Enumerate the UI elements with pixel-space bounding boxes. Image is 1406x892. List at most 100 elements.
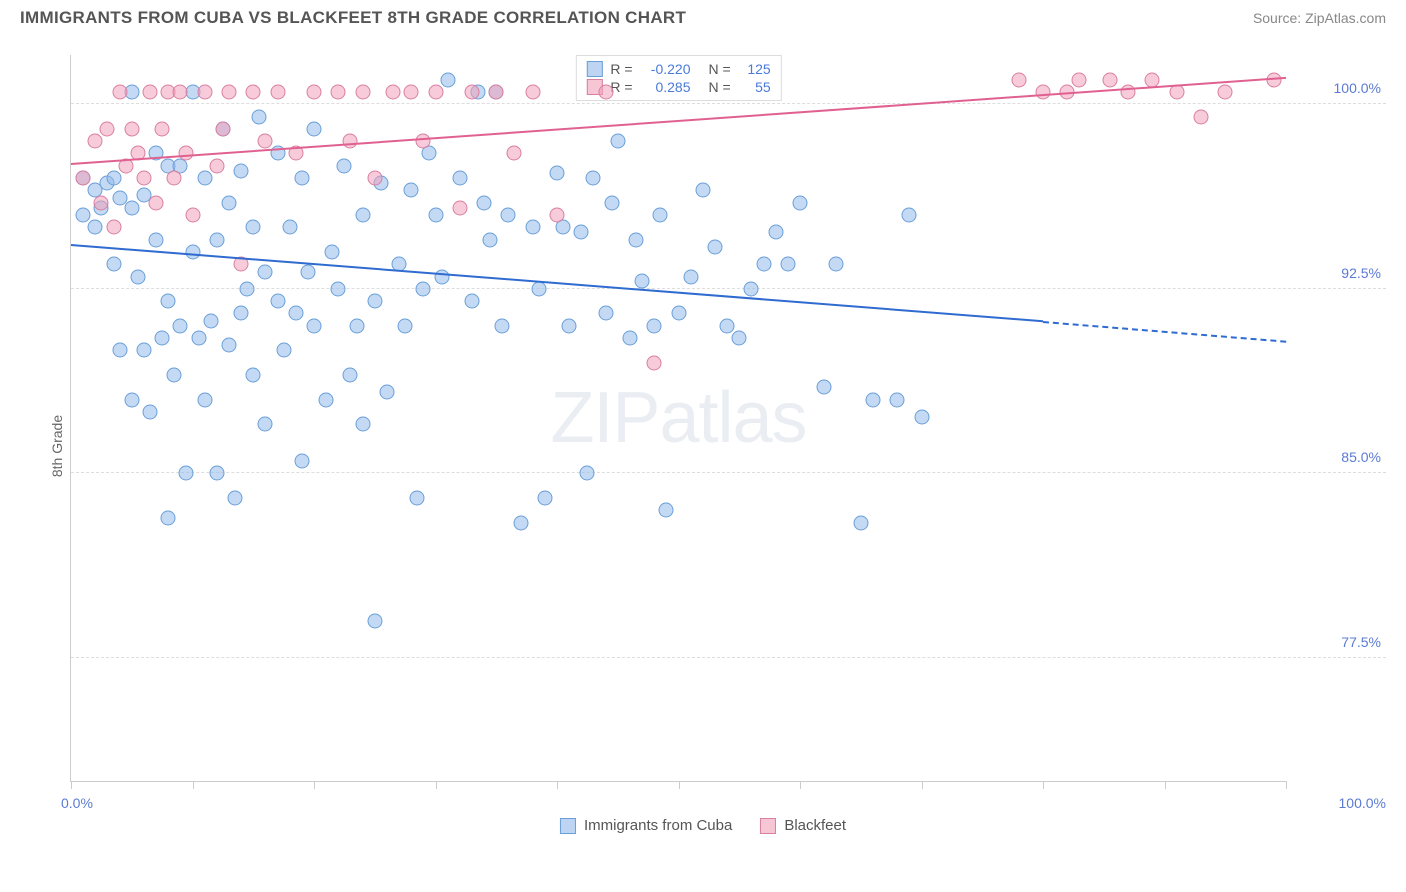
scatter-point [531, 281, 546, 296]
scatter-point [768, 225, 783, 240]
legend-swatch [560, 818, 576, 834]
scatter-point [276, 343, 291, 358]
scatter-point [258, 264, 273, 279]
scatter-point [732, 331, 747, 346]
scatter-point [902, 207, 917, 222]
scatter-point [288, 306, 303, 321]
scatter-point [586, 171, 601, 186]
stats-r-value: -0.220 [641, 61, 691, 77]
scatter-point [367, 171, 382, 186]
scatter-point [234, 163, 249, 178]
stats-r-value: 0.285 [641, 79, 691, 95]
scatter-point [307, 84, 322, 99]
scatter-point [161, 294, 176, 309]
stats-n-value: 125 [739, 61, 771, 77]
scatter-point [537, 490, 552, 505]
scatter-point [355, 417, 370, 432]
scatter-point [434, 269, 449, 284]
stats-n-label: N = [709, 79, 731, 95]
legend-item: Blackfeet [760, 817, 846, 834]
scatter-point [300, 264, 315, 279]
scatter-point [1145, 72, 1160, 87]
scatter-point [647, 355, 662, 370]
stats-n-value: 55 [739, 79, 771, 95]
x-tick [800, 781, 801, 789]
scatter-point [452, 200, 467, 215]
x-tick [193, 781, 194, 789]
gridline [71, 657, 1386, 658]
x-tick [922, 781, 923, 789]
scatter-point [653, 207, 668, 222]
scatter-point [562, 318, 577, 333]
scatter-point [149, 232, 164, 247]
x-tick [679, 781, 680, 789]
scatter-point [106, 171, 121, 186]
x-tick [557, 781, 558, 789]
scatter-point [270, 294, 285, 309]
scatter-point [404, 84, 419, 99]
scatter-point [307, 318, 322, 333]
scatter-point [221, 195, 236, 210]
scatter-point [252, 109, 267, 124]
stats-n-label: N = [709, 61, 731, 77]
scatter-point [258, 134, 273, 149]
scatter-point [829, 257, 844, 272]
scatter-point [136, 171, 151, 186]
scatter-point [525, 84, 540, 99]
scatter-point [410, 490, 425, 505]
stats-r-label: R = [610, 79, 632, 95]
scatter-point [604, 195, 619, 210]
scatter-point [124, 392, 139, 407]
scatter-point [142, 404, 157, 419]
scatter-point [628, 232, 643, 247]
scatter-point [185, 244, 200, 259]
scatter-point [124, 121, 139, 136]
trend-line-extrapolated [1043, 321, 1286, 343]
scatter-point [112, 84, 127, 99]
scatter-point [88, 134, 103, 149]
scatter-point [495, 318, 510, 333]
scatter-point [404, 183, 419, 198]
scatter-point [294, 171, 309, 186]
scatter-point [94, 195, 109, 210]
scatter-point [598, 306, 613, 321]
scatter-point [744, 281, 759, 296]
scatter-point [197, 84, 212, 99]
scatter-point [793, 195, 808, 210]
scatter-point [683, 269, 698, 284]
scatter-point [197, 392, 212, 407]
scatter-point [355, 84, 370, 99]
scatter-point [890, 392, 905, 407]
scatter-point [100, 121, 115, 136]
y-tick-label: 100.0% [1334, 80, 1381, 96]
scatter-point [331, 281, 346, 296]
scatter-point [88, 220, 103, 235]
scatter-point [489, 84, 504, 99]
scatter-point [1218, 84, 1233, 99]
scatter-point [173, 318, 188, 333]
scatter-point [580, 466, 595, 481]
scatter-point [501, 207, 516, 222]
scatter-point [185, 207, 200, 222]
x-max-label: 100.0% [1339, 795, 1386, 811]
scatter-point [550, 207, 565, 222]
scatter-point [367, 614, 382, 629]
source-attribution: Source: ZipAtlas.com [1253, 10, 1386, 26]
chart-title: IMMIGRANTS FROM CUBA VS BLACKFEET 8TH GR… [20, 8, 686, 28]
x-tick [314, 781, 315, 789]
scatter-point [228, 490, 243, 505]
scatter-point [349, 318, 364, 333]
scatter-point [246, 84, 261, 99]
scatter-point [167, 367, 182, 382]
scatter-point [124, 200, 139, 215]
scatter-point [149, 195, 164, 210]
scatter-point [914, 409, 929, 424]
stats-r-label: R = [610, 61, 632, 77]
stats-row: R = -0.220 N = 125 [586, 60, 770, 78]
scatter-point [865, 392, 880, 407]
x-tick [1043, 781, 1044, 789]
scatter-point [106, 257, 121, 272]
scatter-point [817, 380, 832, 395]
scatter-point [513, 515, 528, 530]
scatter-point [707, 239, 722, 254]
